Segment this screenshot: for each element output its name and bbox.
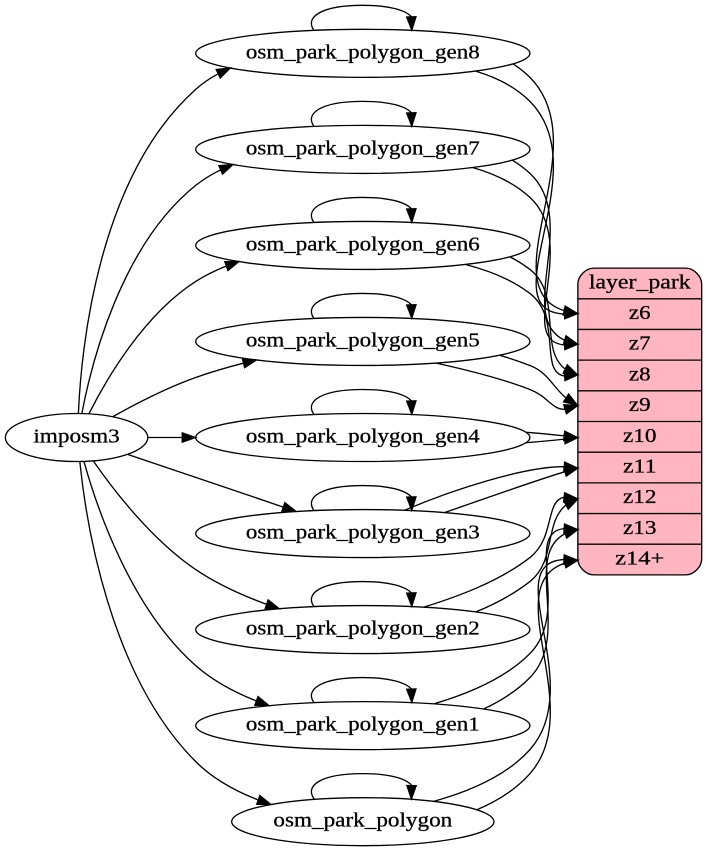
- svg-text:osm_park_polygon_gen5: osm_park_polygon_gen5: [246, 329, 480, 351]
- svg-text:z8: z8: [629, 363, 651, 385]
- svg-text:z9: z9: [629, 394, 651, 416]
- svg-text:z12: z12: [623, 486, 657, 508]
- svg-text:osm_park_polygon_gen7: osm_park_polygon_gen7: [246, 137, 480, 159]
- svg-text:osm_park_polygon: osm_park_polygon: [273, 810, 452, 832]
- svg-text:osm_park_polygon_gen4: osm_park_polygon_gen4: [246, 425, 480, 447]
- svg-text:z10: z10: [623, 425, 657, 447]
- svg-text:z14+: z14+: [615, 547, 664, 569]
- svg-text:z6: z6: [629, 302, 651, 324]
- svg-text:layer_park: layer_park: [589, 271, 692, 293]
- svg-text:z7: z7: [629, 333, 651, 355]
- svg-text:osm_park_polygon_gen1: osm_park_polygon_gen1: [246, 714, 480, 736]
- svg-text:osm_park_polygon_gen6: osm_park_polygon_gen6: [246, 233, 480, 255]
- svg-text:osm_park_polygon_gen3: osm_park_polygon_gen3: [246, 521, 480, 543]
- svg-text:z13: z13: [623, 517, 657, 539]
- svg-text:osm_park_polygon_gen8: osm_park_polygon_gen8: [246, 41, 480, 63]
- svg-text:z11: z11: [623, 455, 657, 477]
- svg-text:imposm3: imposm3: [33, 425, 119, 447]
- svg-text:osm_park_polygon_gen2: osm_park_polygon_gen2: [246, 617, 480, 639]
